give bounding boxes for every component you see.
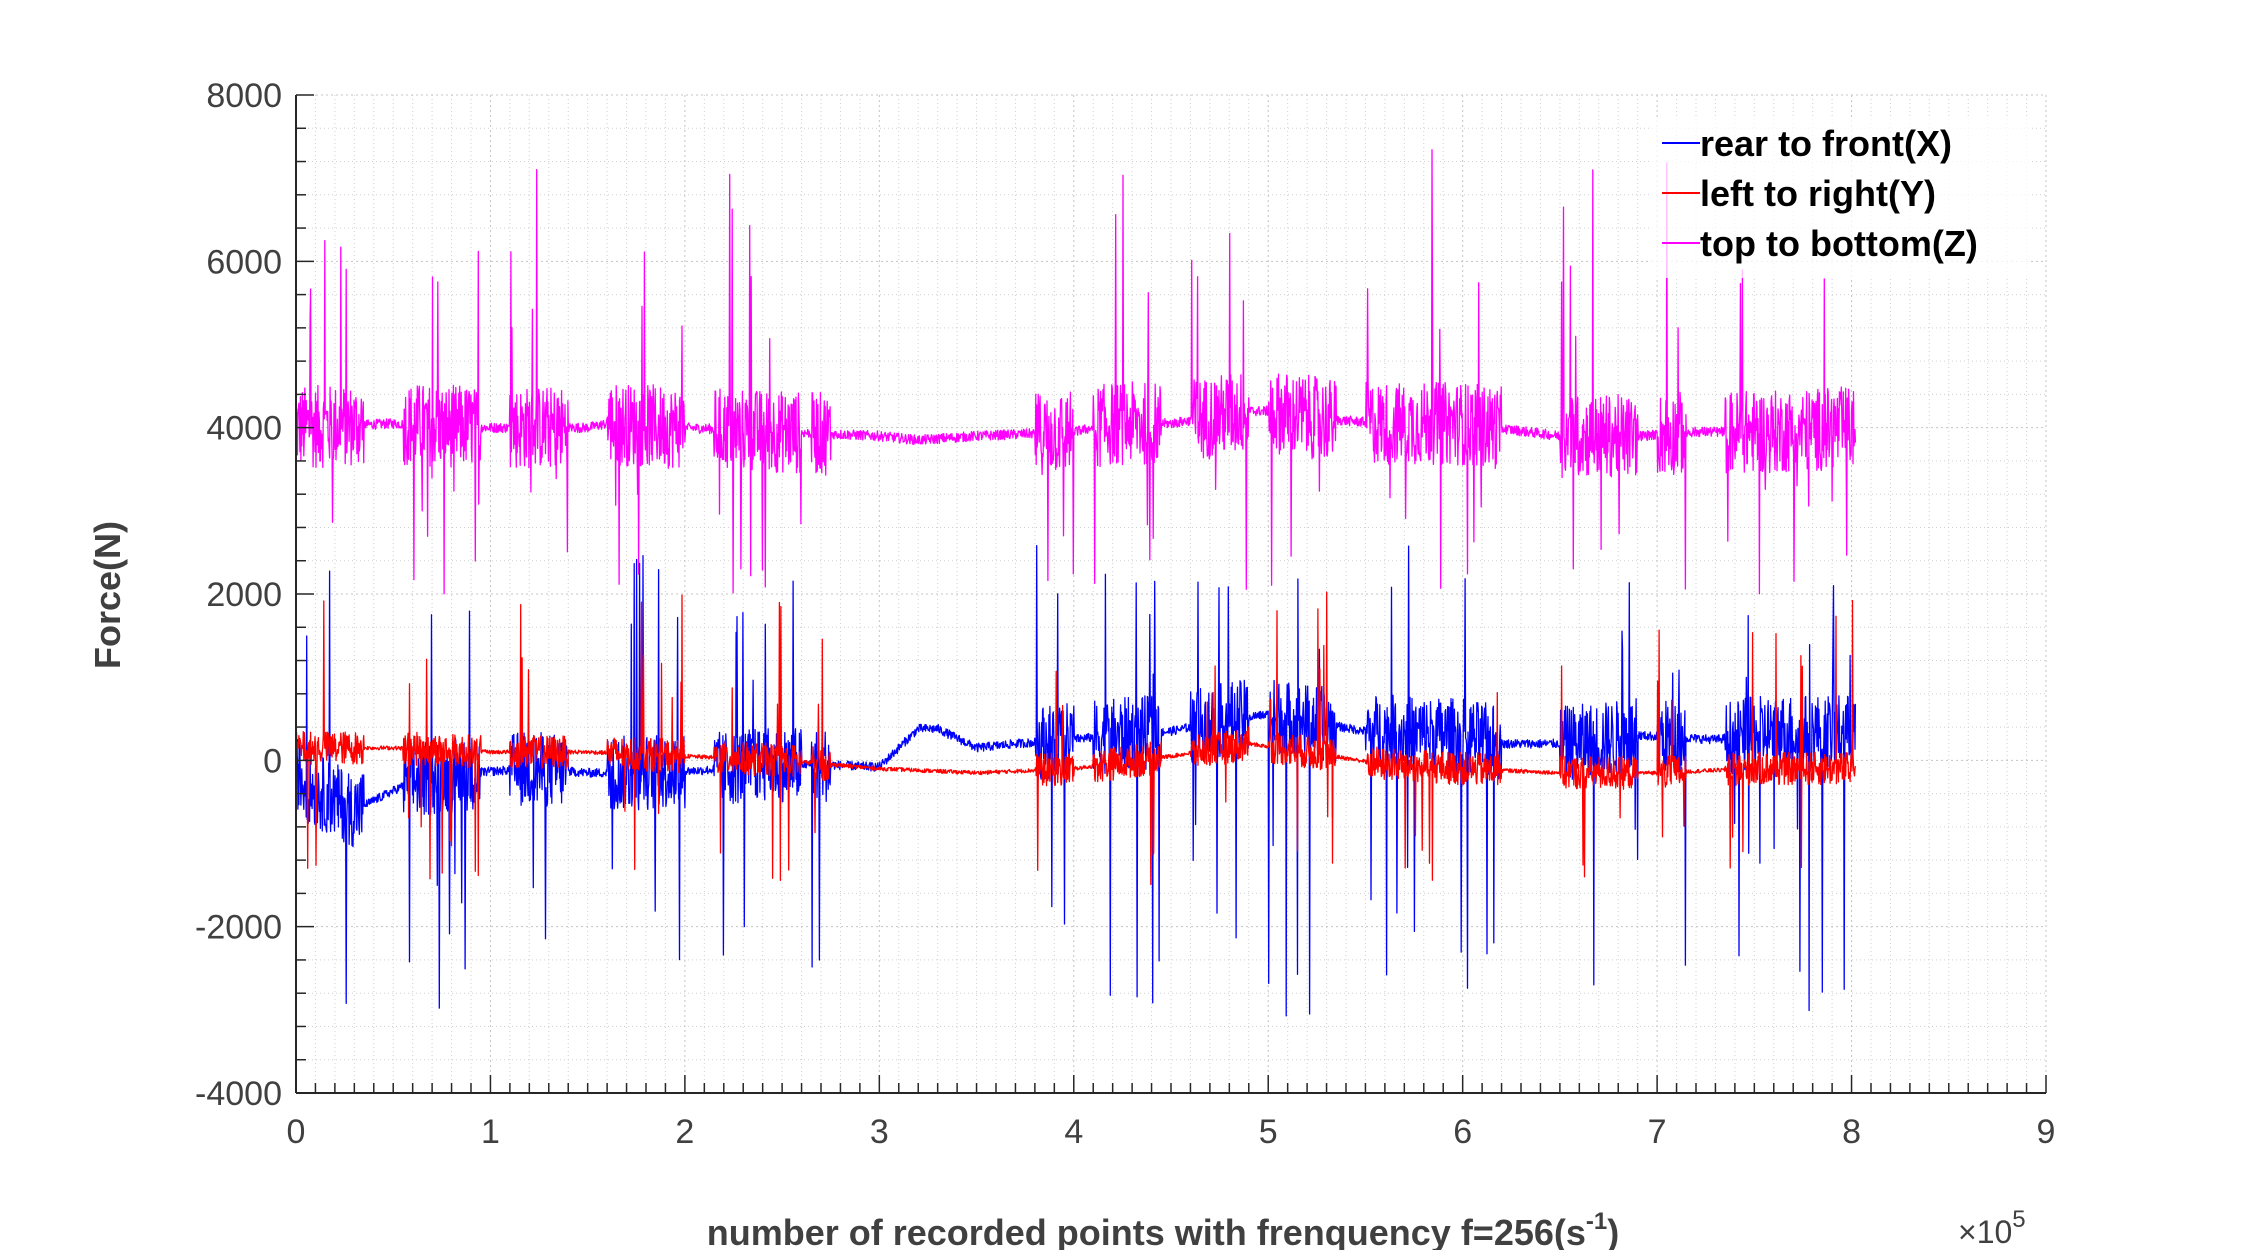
x-tick-label: 8 bbox=[1842, 1113, 1861, 1151]
x-tick-label: 9 bbox=[2037, 1113, 2056, 1151]
y-tick-label: 2000 bbox=[206, 576, 282, 614]
x-axis-exponent-base: ×10 bbox=[1958, 1214, 2012, 1250]
series-line-x bbox=[295, 545, 1857, 1017]
legend: rear to front(X) left to right(Y) top to… bbox=[1650, 118, 2030, 278]
x-tick-label: 0 bbox=[287, 1113, 306, 1151]
y-tick-label: 8000 bbox=[206, 77, 282, 115]
y-tick-label: 0 bbox=[263, 742, 282, 780]
x-axis-label-superscript: -1 bbox=[1586, 1208, 1607, 1235]
legend-label-x: rear to front(X) bbox=[1700, 123, 1952, 164]
plot-layer bbox=[295, 149, 1857, 1017]
series-line-y bbox=[295, 591, 1857, 886]
x-tick-label: 1 bbox=[481, 1113, 500, 1151]
axes-layer: 0 1 2 3 4 5 6 7 8 9 8000 6000 4000 2000 0 -2000 -4000 bbox=[195, 77, 2055, 1151]
x-tick-label: 3 bbox=[870, 1113, 889, 1151]
x-axis-exponent: ×105 bbox=[1958, 1206, 2026, 1250]
y-tick-label: 4000 bbox=[206, 410, 282, 448]
x-tick-label: 2 bbox=[675, 1113, 694, 1151]
y-tick-label: 6000 bbox=[206, 243, 282, 281]
legend-box bbox=[1650, 118, 2030, 278]
series-line-z bbox=[295, 149, 1857, 595]
y-tick-label: -2000 bbox=[195, 909, 282, 947]
x-axis-exponent-power: 5 bbox=[2012, 1206, 2025, 1233]
x-axis-label-close: ) bbox=[1607, 1212, 1619, 1250]
x-tick-label: 5 bbox=[1259, 1113, 1278, 1151]
legend-label-y: left to right(Y) bbox=[1700, 173, 1936, 214]
x-tick-label: 4 bbox=[1064, 1113, 1083, 1151]
x-axis-label-main: number of recorded points with frenquenc… bbox=[707, 1212, 1586, 1250]
x-tick-label: 6 bbox=[1453, 1113, 1472, 1151]
y-axis-label: Force(N) bbox=[87, 521, 128, 669]
legend-label-z: top to bottom(Z) bbox=[1700, 223, 1978, 264]
y-tick-label: -4000 bbox=[195, 1075, 282, 1113]
labels-layer: Force(N) number of recorded points with … bbox=[87, 521, 2026, 1250]
x-axis-label: number of recorded points with frenquenc… bbox=[707, 1208, 1620, 1250]
x-tick-label: 7 bbox=[1648, 1113, 1667, 1151]
